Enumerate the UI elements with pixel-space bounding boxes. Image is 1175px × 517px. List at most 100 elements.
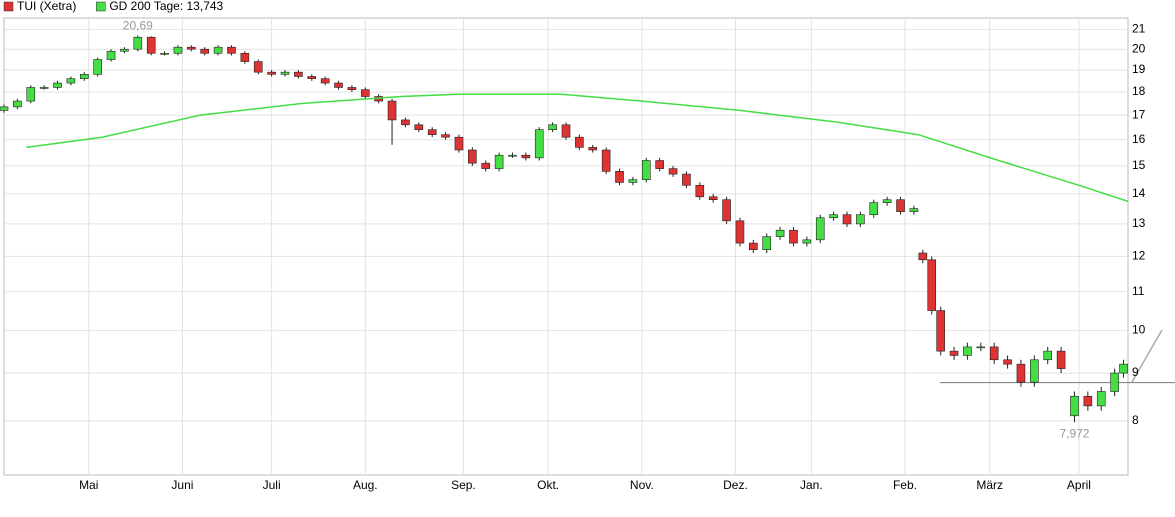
candle-body	[829, 214, 838, 219]
candle-body	[454, 136, 464, 151]
candle-body	[749, 242, 758, 250]
candle-body	[909, 208, 919, 212]
candle-body	[79, 74, 89, 79]
candle-body	[414, 124, 424, 131]
candle-body	[682, 173, 691, 186]
candle-body	[856, 214, 865, 225]
candle-body	[534, 129, 544, 159]
candle-body	[708, 196, 718, 201]
candle-body	[387, 100, 397, 121]
y-tick-label: 20	[1132, 41, 1146, 55]
trend-arrow	[1131, 329, 1163, 383]
candle-body	[106, 50, 116, 60]
y-tick-label: 9	[1132, 365, 1139, 379]
candle-body	[1110, 372, 1119, 392]
candle-body	[347, 87, 357, 90]
y-tick-label: 10	[1132, 323, 1146, 337]
candle-body	[280, 71, 290, 75]
plot-area	[3, 17, 1129, 476]
candle-body	[815, 217, 825, 241]
candle-body	[789, 229, 798, 244]
x-tick-label: Juli	[263, 478, 281, 492]
candle-body	[133, 36, 143, 50]
candle-body	[253, 61, 263, 73]
candle-body	[762, 236, 772, 250]
legend-swatch	[96, 1, 106, 12]
candle-body	[173, 46, 183, 54]
candle-body	[494, 154, 504, 169]
legend-label: TUI (Xetra)	[17, 0, 76, 13]
y-tick-label: 15	[1132, 158, 1146, 172]
x-tick-label: Okt.	[537, 478, 559, 492]
candle-body	[0, 106, 9, 111]
y-tick-label: 14	[1132, 186, 1146, 200]
x-tick-label: Dez.	[723, 478, 748, 492]
candle-body	[949, 350, 959, 356]
y-tick-label: 18	[1132, 84, 1146, 98]
candle-body	[66, 78, 76, 84]
candle-body	[869, 202, 879, 215]
candle-body	[561, 124, 571, 138]
candle-body	[401, 119, 410, 126]
candle-body	[320, 78, 330, 84]
candle-body	[521, 154, 531, 159]
candle-body	[918, 252, 928, 261]
candle-body	[508, 154, 517, 157]
candle-body	[735, 220, 745, 244]
x-tick-label: Juni	[171, 478, 193, 492]
candle-body	[575, 136, 584, 148]
candle-body	[882, 199, 892, 203]
x-tick-label: April	[1067, 478, 1091, 492]
candle-body	[842, 214, 852, 225]
moving-average-line	[26, 93, 1129, 203]
y-tick-label: 12	[1132, 249, 1146, 263]
candle-body	[548, 124, 557, 131]
candle-body	[615, 171, 624, 183]
candle-body	[668, 168, 678, 175]
candle-body	[120, 48, 129, 52]
candle-body	[26, 87, 36, 102]
y-tick-label: 21	[1132, 22, 1146, 36]
y-tick-label: 19	[1132, 62, 1146, 76]
y-tick-label: 13	[1132, 216, 1146, 230]
candle-body	[989, 346, 999, 361]
candle-body	[1070, 395, 1079, 417]
candle-body	[334, 82, 343, 88]
x-tick-label: Sep.	[451, 478, 476, 492]
candle-body	[294, 71, 303, 77]
candle-body	[53, 82, 62, 88]
candle-body	[695, 184, 705, 198]
candle-body	[227, 46, 236, 54]
candle-body	[1016, 363, 1026, 383]
candle-body	[160, 52, 169, 55]
legend-swatch	[3, 1, 14, 12]
x-tick-label: Mai	[79, 478, 98, 492]
candle-body	[927, 259, 937, 311]
annotation: 20,69	[123, 19, 153, 33]
candle-body	[267, 71, 276, 75]
x-tick-label: März	[976, 478, 1003, 492]
candle-body	[1083, 395, 1093, 407]
candle-body	[187, 46, 196, 50]
candle-body	[1003, 359, 1012, 365]
candle-body	[775, 229, 785, 237]
candle-body	[481, 162, 491, 169]
candle-body	[963, 346, 972, 356]
candle-body	[588, 147, 598, 151]
candle-body	[240, 52, 250, 62]
x-tick-label: Aug.	[353, 478, 378, 492]
legend-label: GD 200 Tage: 13,743	[109, 0, 223, 13]
candle-body	[1043, 350, 1053, 361]
candle-body	[1096, 391, 1106, 407]
candle-body	[641, 160, 651, 180]
candle-body	[13, 100, 22, 108]
y-tick-label: 8	[1132, 413, 1139, 427]
candle-body	[427, 129, 437, 135]
candle-body	[200, 48, 210, 54]
y-tick-label: 16	[1132, 132, 1146, 146]
candle-body	[213, 46, 223, 54]
candle-body	[628, 179, 638, 183]
candle-body	[976, 346, 986, 349]
x-tick-label: Feb.	[893, 478, 917, 492]
